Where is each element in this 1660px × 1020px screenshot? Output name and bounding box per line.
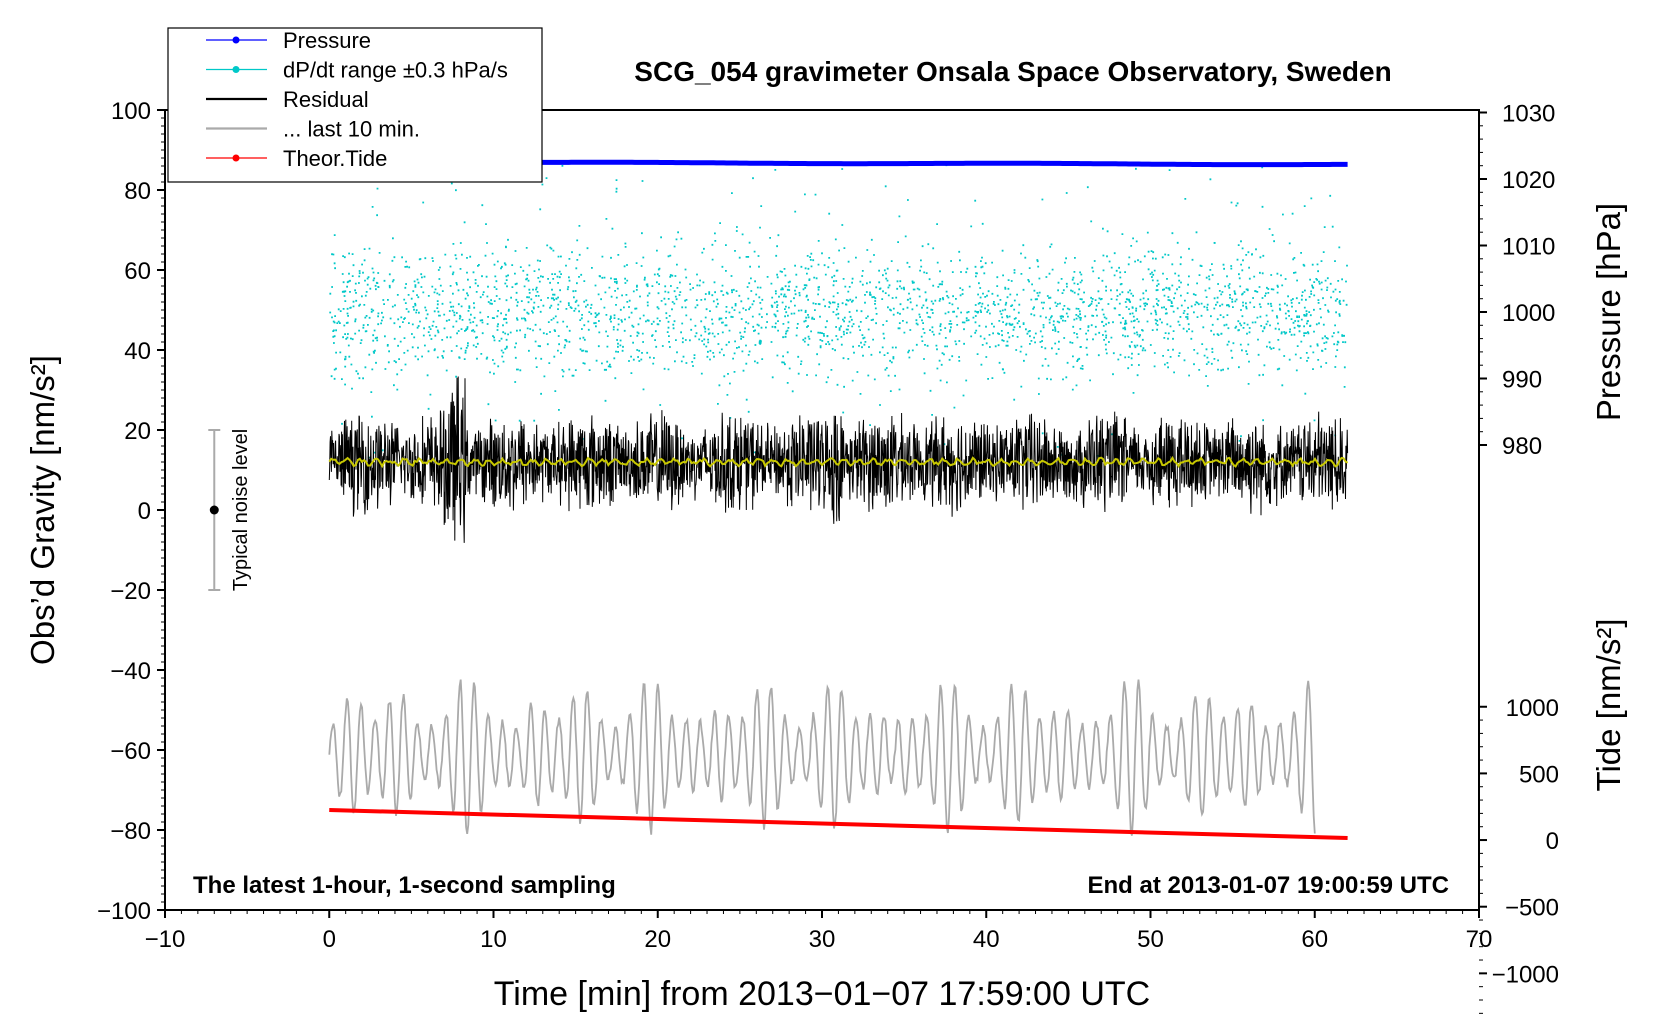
dpdt-series — [329, 162, 1348, 459]
legend-label: Residual — [283, 87, 369, 112]
tide-tick-label: −500 — [1505, 895, 1559, 922]
noise-level-bar — [208, 429, 221, 591]
legend: Pressure dP/dt range ±0.3 hPa/s Residual..… — [167, 27, 543, 183]
legend-label: Pressure — [283, 28, 371, 53]
y-tick-label: −40 — [110, 658, 151, 685]
residual-series — [328, 376, 1349, 543]
y-tick-label: 20 — [124, 418, 151, 445]
chart-title: SCG_054 gravimeter Onsala Space Observat… — [634, 56, 1391, 87]
last-10-min-line — [328, 679, 1316, 836]
x-axis: −10 0 10 20 30 40 50 60 70 — [145, 910, 1493, 953]
x-tick-label: 40 — [973, 926, 1000, 953]
x-tick-label: 60 — [1301, 926, 1328, 953]
x-tick-label: 30 — [809, 926, 836, 953]
x-axis-label: Time [min] from 2013−01−07 17:59:00 UTC — [494, 975, 1150, 1013]
legend-label: Theor.Tide — [283, 146, 387, 171]
y-tick-label: −100 — [97, 898, 151, 925]
pressure-tick-label: 980 — [1502, 433, 1542, 460]
legend-marker — [232, 154, 240, 162]
pressure-tick-label: 990 — [1502, 367, 1542, 394]
pressure-tick-label: 1010 — [1502, 234, 1555, 261]
tide-tick-label: 500 — [1519, 761, 1559, 788]
y-tick-label: 0 — [138, 498, 151, 525]
y-tick-label: −20 — [110, 578, 151, 605]
x-tick-label: 70 — [1466, 926, 1493, 953]
y-tick-label: 40 — [124, 338, 151, 365]
residual-smoothed-series — [328, 455, 1349, 469]
y-tick-label: 80 — [124, 178, 151, 205]
legend-label: ... last 10 min. — [283, 117, 420, 142]
y-axis-label-left: Obs’d Gravity [nm/s²] — [24, 355, 61, 665]
x-tick-label: 10 — [480, 926, 507, 953]
y-axis-pressure: 980 990 1000 1010 1020 1030 — [1479, 101, 1555, 460]
x-tick-label: 50 — [1137, 926, 1164, 953]
noise-level-label: Typical noise level — [230, 429, 252, 591]
theoretical-tide-series — [329, 808, 1348, 840]
y-tick-label: 60 — [124, 258, 151, 285]
noise-bar-center — [209, 505, 219, 515]
legend-marker — [232, 36, 240, 44]
x-tick-label: −10 — [145, 926, 186, 953]
y-tick-label: 100 — [111, 98, 151, 125]
tide-tick-label: 0 — [1546, 828, 1559, 855]
x-tick-label: 20 — [644, 926, 671, 953]
annotation-bottom-left: The latest 1-hour, 1-second sampling — [193, 872, 616, 899]
y-tick-label: −80 — [110, 818, 151, 845]
y-axis-left: −100 −80 −60 −40 −20 0 20 40 60 80 100 — [97, 98, 165, 925]
legend-label: dP/dt range ±0.3 hPa/s — [283, 58, 508, 83]
pressure-tick-label: 1020 — [1502, 167, 1555, 194]
y-tick-label: −60 — [110, 738, 151, 765]
residual-smoothed-line — [328, 455, 1349, 469]
dpdt-points — [329, 162, 1348, 459]
residual-line — [328, 376, 1349, 543]
y-axis-label-tide: Tide [nm/s²] — [1590, 619, 1627, 792]
legend-box — [167, 27, 543, 183]
last-10-min-series — [328, 679, 1316, 836]
annotation-bottom-right: End at 2013-01-07 19:00:59 UTC — [1088, 872, 1450, 899]
x-tick-label: 0 — [323, 926, 336, 953]
y-axis-label-pressure: Pressure [hPa] — [1590, 203, 1627, 421]
pressure-tick-label: 1000 — [1502, 300, 1555, 327]
pressure-tick-label: 1030 — [1502, 101, 1555, 128]
tide-tick-label: −1000 — [1492, 961, 1559, 988]
tide-line — [329, 808, 1348, 840]
legend-marker — [232, 66, 240, 73]
tide-tick-label: 1000 — [1506, 695, 1559, 722]
